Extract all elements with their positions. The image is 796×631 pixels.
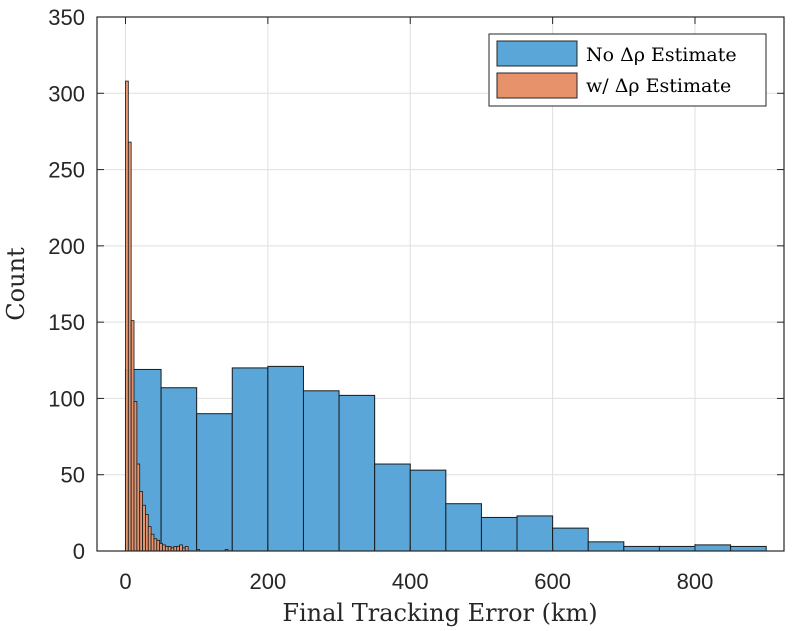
legend-label-no-estimate: No Δρ Estimate <box>586 44 737 66</box>
y-tick-label: 50 <box>61 463 85 488</box>
y-tick-label: 100 <box>48 386 85 411</box>
histogram-bar <box>150 533 155 552</box>
x-tick-label: 600 <box>534 569 571 594</box>
legend: No Δρ Estimate w/ Δρ Estimate <box>488 33 767 107</box>
y-tick-label: 200 <box>48 234 85 259</box>
x-tick-label: 400 <box>392 569 429 594</box>
histogram-bar <box>179 544 183 552</box>
histogram-bar <box>153 538 158 552</box>
histogram-bar <box>127 141 132 552</box>
histogram-bar <box>445 503 482 552</box>
x-axis-label: Final Tracking Error (km) <box>282 599 597 627</box>
histogram-bar <box>139 491 143 552</box>
histogram-bar <box>338 394 376 552</box>
legend-swatch-with-estimate <box>496 72 578 99</box>
x-tick-label: 200 <box>250 569 287 594</box>
histogram-bar <box>147 526 152 552</box>
legend-label-with-estimate: w/ Δρ Estimate <box>586 75 731 97</box>
histogram-bar <box>167 546 172 552</box>
histogram-bar <box>267 365 304 552</box>
histogram-bar <box>173 546 178 552</box>
histogram-bar <box>480 516 518 552</box>
histogram-bar <box>587 541 625 552</box>
y-tick-label: 300 <box>48 81 85 106</box>
y-axis-ticks: 0 50 100 150 200 250 300 350 <box>48 5 784 564</box>
histogram-bar <box>162 544 166 552</box>
y-tick-label: 250 <box>48 158 85 183</box>
histogram-bar <box>409 469 447 552</box>
histogram-bar <box>142 504 146 552</box>
histogram-bar <box>125 80 129 552</box>
legend-swatch-no-estimate <box>496 40 578 67</box>
x-tick-label: 0 <box>119 569 131 594</box>
histogram-bar <box>730 545 767 552</box>
histogram-bar <box>196 413 233 552</box>
histogram-bar <box>156 539 161 552</box>
histogram-bar <box>302 390 340 552</box>
histogram-bar <box>658 545 696 552</box>
histogram-bar <box>133 401 138 552</box>
x-tick-label: 800 <box>677 569 714 594</box>
series-no-estimate-bars <box>124 365 767 552</box>
histogram-bar <box>159 542 163 552</box>
histogram-bar <box>176 546 180 552</box>
y-tick-label: 350 <box>48 5 85 30</box>
x-axis-ticks: 0 200 400 600 800 <box>119 17 713 594</box>
grid-lines <box>97 16 784 552</box>
y-tick-label: 0 <box>73 539 85 564</box>
histogram-bar <box>623 545 660 552</box>
histogram-bar <box>145 513 149 552</box>
histogram-bar <box>231 367 269 552</box>
y-axis-label: Count <box>2 247 30 321</box>
histogram-bar <box>160 387 198 552</box>
histogram-bar <box>374 463 411 552</box>
histogram-bar <box>130 320 135 552</box>
histogram-bar <box>184 546 189 552</box>
histogram-bar <box>516 515 554 552</box>
histogram-bar <box>694 544 732 552</box>
histogram-bar <box>552 527 589 552</box>
y-tick-label: 150 <box>48 310 85 335</box>
plot-frame <box>96 16 785 552</box>
histogram-bar <box>136 463 141 552</box>
histogram-bar <box>164 546 169 552</box>
